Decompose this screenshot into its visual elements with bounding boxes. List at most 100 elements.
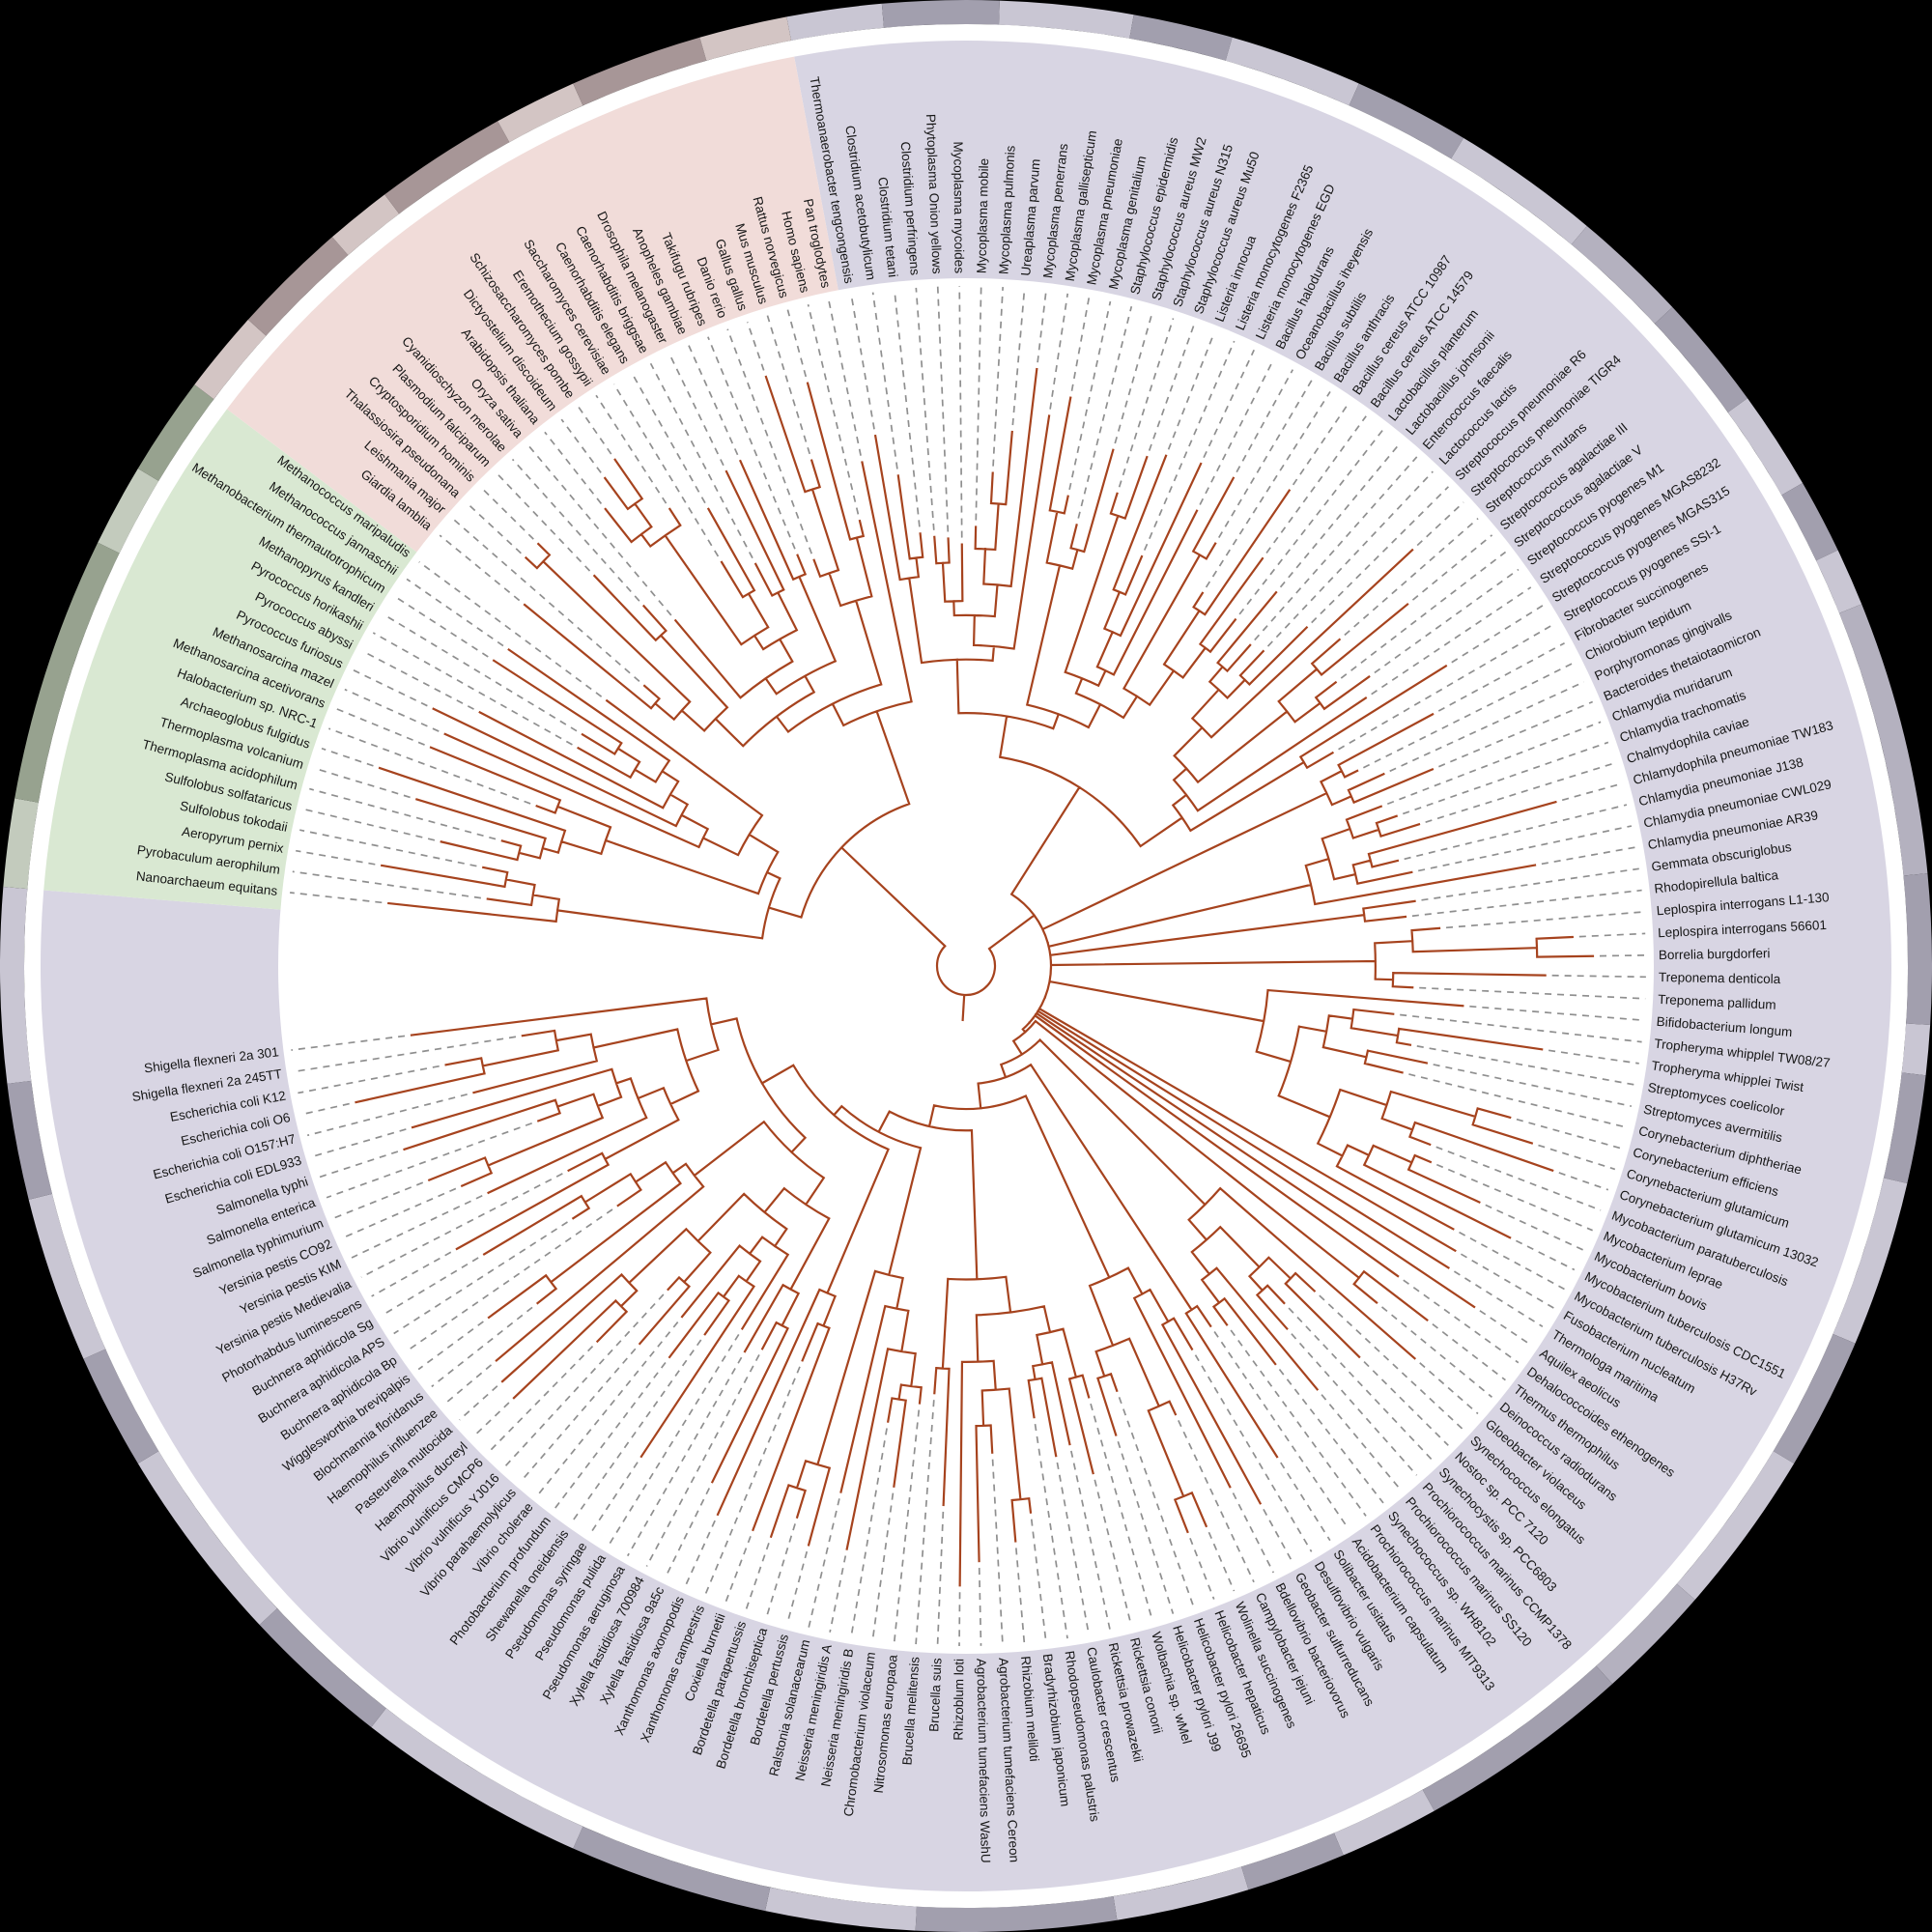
outer-ring-segment xyxy=(1596,1583,1695,1685)
leaf-guide-line xyxy=(1292,403,1350,486)
leaf-guide-line xyxy=(1599,954,1646,957)
leaf-guide-line xyxy=(299,829,477,867)
leaf-guide-line xyxy=(444,1364,493,1405)
outer-ring-segment xyxy=(1773,1333,1856,1464)
leaf-guide-line xyxy=(1321,1394,1402,1491)
leaf-guide-line xyxy=(991,1459,1004,1646)
leaf-guide-line xyxy=(1265,415,1367,554)
outer-ring-segment xyxy=(0,887,32,1084)
leaf-guide-line xyxy=(1453,1270,1544,1328)
outer-ring-segment xyxy=(14,542,120,803)
outer-ring-segment xyxy=(137,1451,277,1625)
leaf-guide-line xyxy=(1263,1508,1293,1563)
outer-ring-segment xyxy=(1884,1072,1926,1183)
taxon-label: Brucella suis xyxy=(926,1658,944,1732)
leaf-guide-line xyxy=(1213,1331,1350,1529)
leaf-guide-line xyxy=(393,1221,568,1335)
leaf-guide-line xyxy=(1425,761,1616,824)
leaf-guide-line xyxy=(1208,1531,1236,1592)
outer-ring-segment xyxy=(1333,1789,1435,1856)
leaf-guide-line xyxy=(342,1187,457,1239)
leaf-guide-line xyxy=(578,406,612,455)
leaf-guide-line xyxy=(1516,1118,1622,1150)
leaf-guide-line xyxy=(1435,1163,1593,1232)
leaf-guide-line xyxy=(362,650,474,710)
outer-ring-segment xyxy=(1901,1023,1931,1076)
leaf-guide-line xyxy=(1432,1323,1506,1381)
leaf-guide-line xyxy=(1015,1548,1026,1644)
leaf-guide-line xyxy=(978,1568,982,1646)
outer-ring-segment xyxy=(1727,398,1804,496)
leaf-guide-line xyxy=(707,336,796,550)
leaf-guide-line xyxy=(1362,661,1576,769)
outer-ring-segment xyxy=(83,1349,159,1464)
outer-ring-segment xyxy=(331,194,400,256)
leaf-guide-line xyxy=(1437,641,1565,712)
leaf-guide-line xyxy=(704,1366,801,1595)
outer-ring-segment xyxy=(7,1080,52,1200)
leaf-guide-line xyxy=(765,1523,796,1617)
leaf-guide-line xyxy=(1070,297,1091,391)
taxon-label: Rhizoblum loti xyxy=(952,1659,967,1741)
leaf-guide-line xyxy=(306,1093,468,1137)
outer-ring-segment xyxy=(259,1607,386,1728)
leaf-guide-line xyxy=(1445,911,1644,929)
leaf-guide-line xyxy=(665,1488,711,1577)
leaf-guide-line xyxy=(1291,1333,1418,1476)
leaf-guide-line xyxy=(360,1173,563,1278)
leaf-guide-line xyxy=(808,1498,840,1629)
leaf-guide-line xyxy=(1279,441,1402,588)
taxon-label: Treponema pallidum xyxy=(1658,992,1776,1012)
leaf-guide-line xyxy=(1030,1519,1047,1642)
leaf-guide-line xyxy=(1411,889,1642,918)
outer-ring-segment xyxy=(786,3,885,41)
leaf-guide-line xyxy=(1411,534,1493,601)
leaf-guide-line xyxy=(1561,782,1622,802)
outer-ring-segment xyxy=(1833,1178,1908,1344)
leaf-guide-line xyxy=(612,384,720,557)
taxon-label: Borrelia burgdorferi xyxy=(1659,946,1771,962)
leaf-guide-line xyxy=(560,418,602,473)
outer-ring-segment xyxy=(1349,83,1464,159)
leaf-guide-line xyxy=(473,1402,510,1436)
leaf-guide-line xyxy=(326,1122,532,1199)
leaf-guide-line xyxy=(1374,568,1520,674)
leaf-guide-line xyxy=(1077,305,1133,519)
leaf-guide-line xyxy=(439,534,521,602)
leaf-guide-line xyxy=(1344,518,1479,637)
leaf-guide-line xyxy=(344,688,440,732)
outer-ring-segment xyxy=(881,0,1000,28)
leaf-guide-line xyxy=(1319,1294,1464,1431)
leaf-guide-line xyxy=(296,849,376,866)
outer-ring-segment xyxy=(497,83,583,143)
leaf-guide-line xyxy=(871,292,898,469)
leaf-guide-line xyxy=(1400,1013,1642,1043)
outer-ring-segment xyxy=(1781,483,1838,561)
leaf-guide-line xyxy=(335,707,425,746)
leaf-guide-line xyxy=(850,1428,888,1637)
leaf-guide-line xyxy=(554,1361,667,1509)
leaf-guide-line xyxy=(975,286,982,521)
leaf-guide-line xyxy=(1416,501,1464,547)
leaf-guide-line xyxy=(1380,1306,1492,1398)
leaf-guide-line xyxy=(1178,1420,1255,1583)
leaf-guide-line xyxy=(828,299,862,456)
leaf-guide-line xyxy=(1288,1307,1434,1462)
leaf-guide-line xyxy=(1551,974,1646,979)
leaf-guide-line xyxy=(1433,1064,1633,1107)
taxon-label: Treponema denticola xyxy=(1659,970,1781,986)
leaf-guide-line xyxy=(319,1151,399,1179)
leaf-guide-line xyxy=(372,632,573,746)
outer-ring-segment xyxy=(98,468,159,554)
leaf-guide-line xyxy=(645,1354,760,1567)
leaf-guide-line xyxy=(1516,1239,1576,1271)
taxon-label: Mycoplasma pulmonis xyxy=(996,145,1017,274)
outer-ring-segment xyxy=(1422,1665,1613,1811)
leaf-guide-line xyxy=(1199,358,1275,505)
taxon-label: Agrobacterium tumefaciens WashU xyxy=(974,1659,993,1863)
leaf-guide-line xyxy=(1538,1144,1616,1171)
outer-ring-segment xyxy=(371,1708,583,1849)
leaf-guide-line xyxy=(1254,456,1418,641)
leaf-guide-line xyxy=(1404,804,1628,861)
